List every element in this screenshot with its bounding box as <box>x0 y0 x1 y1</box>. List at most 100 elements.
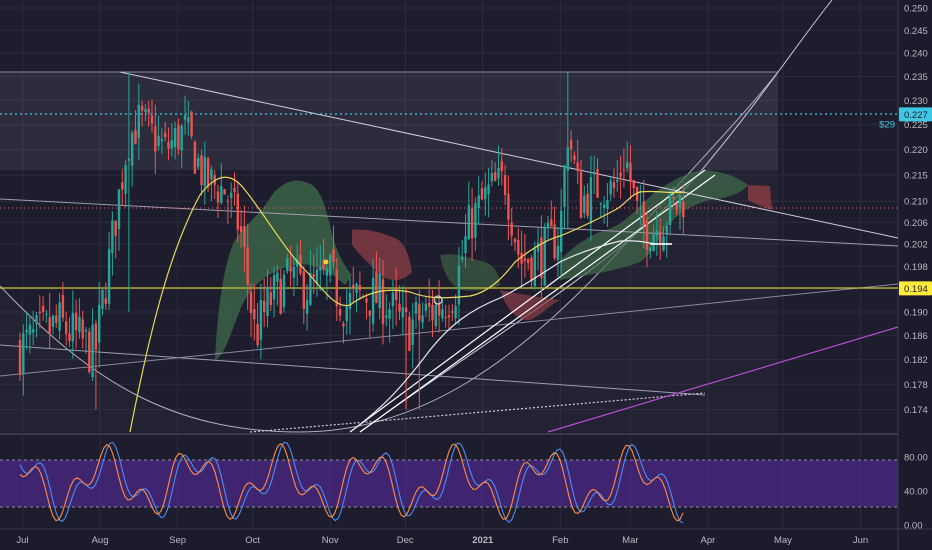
candle <box>599 202 602 217</box>
candle-body <box>431 304 434 321</box>
candle-body <box>121 182 124 190</box>
candle <box>589 155 593 242</box>
candle-body <box>137 104 140 139</box>
candle-body <box>338 309 342 316</box>
price-tick-label: 0.240 <box>904 49 928 60</box>
candle <box>147 100 150 127</box>
candle-body <box>365 298 368 303</box>
candle <box>282 270 286 313</box>
candlesticks <box>18 71 685 410</box>
candle-body <box>576 162 579 172</box>
candle <box>259 283 263 360</box>
candle-body <box>41 306 45 312</box>
candle <box>35 311 38 338</box>
price-tick-label: 0.250 <box>904 3 928 14</box>
candle-body <box>635 186 639 201</box>
candle-body <box>573 155 576 160</box>
cloud-bearish <box>748 185 772 210</box>
descending-trendline-2[interactable] <box>0 198 899 247</box>
candle <box>480 181 484 201</box>
candle-body <box>282 274 286 308</box>
stochastic-d-line <box>19 442 684 522</box>
candle <box>309 250 312 307</box>
candle-body <box>55 315 58 323</box>
candle-body <box>550 219 553 227</box>
price-tag-label: 0.227 <box>904 110 928 121</box>
candle <box>569 130 573 162</box>
candle <box>507 175 510 241</box>
candle-body <box>272 275 276 300</box>
candle-body <box>226 200 230 202</box>
candle-body <box>220 186 223 203</box>
candle-body <box>329 255 332 276</box>
descending-trendline-3[interactable] <box>0 344 706 396</box>
time-tick-label: May <box>774 535 792 546</box>
candle <box>622 148 626 188</box>
price-tick-label: 0.230 <box>904 96 928 107</box>
candle <box>121 168 124 206</box>
oscillator-axis[interactable]: 80.00 40.00 0.00 <box>904 453 928 532</box>
candle-body <box>510 222 513 236</box>
dotted-support-line[interactable] <box>249 392 706 433</box>
candle <box>226 195 230 224</box>
candle <box>655 211 659 256</box>
candle <box>124 160 127 208</box>
candle <box>286 253 289 275</box>
candle <box>474 197 477 251</box>
candle-body <box>183 115 187 120</box>
candle <box>193 139 197 174</box>
candle <box>484 172 487 216</box>
price-tick-label: 0.198 <box>904 262 928 273</box>
descending-trendline[interactable] <box>119 71 899 239</box>
candle-body <box>276 272 279 282</box>
candle <box>411 303 414 369</box>
candle-body <box>68 333 71 341</box>
candle <box>536 227 540 271</box>
candle-body <box>494 172 497 181</box>
candle-body <box>437 302 441 316</box>
candle <box>111 211 114 276</box>
candle-body <box>480 188 484 200</box>
candle-body <box>117 189 121 229</box>
candle-body <box>639 207 642 209</box>
candle <box>312 254 315 294</box>
candle-body <box>200 155 203 186</box>
time-tick-label: Jun <box>853 535 868 546</box>
candle <box>527 257 530 271</box>
candle <box>464 214 467 268</box>
support-line-a[interactable] <box>349 169 706 433</box>
candle-body <box>246 247 249 286</box>
arc-curve-lower[interactable] <box>0 71 779 433</box>
magenta-trendline[interactable] <box>547 326 899 433</box>
grid <box>0 0 898 529</box>
candle-body <box>28 324 32 335</box>
channel-box[interactable] <box>0 72 778 170</box>
candle <box>157 115 160 151</box>
candle-body <box>263 300 266 313</box>
candle-body <box>164 132 167 138</box>
candle <box>170 123 173 157</box>
candle <box>659 217 662 260</box>
candle-body <box>124 164 127 194</box>
candle <box>352 266 355 304</box>
candle-body <box>381 279 385 325</box>
candle <box>104 282 107 310</box>
candle <box>649 246 652 259</box>
candle <box>520 230 523 288</box>
candle-body <box>487 184 490 195</box>
candle <box>543 223 546 287</box>
cloud-bullish <box>440 254 500 291</box>
candle-body <box>556 245 560 260</box>
price-tick-label: 0.235 <box>904 72 928 83</box>
candle-body <box>243 225 246 247</box>
candle <box>576 139 579 184</box>
candle <box>616 160 619 192</box>
time-tick-label: Nov <box>322 535 339 546</box>
candle <box>451 304 454 321</box>
candle-body <box>134 129 137 144</box>
time-axis[interactable]: Jul Aug Sep Oct Nov Dec 2021 Feb Mar Apr May Jun <box>16 535 868 546</box>
candle-body <box>672 196 675 199</box>
candle-body <box>114 220 117 236</box>
